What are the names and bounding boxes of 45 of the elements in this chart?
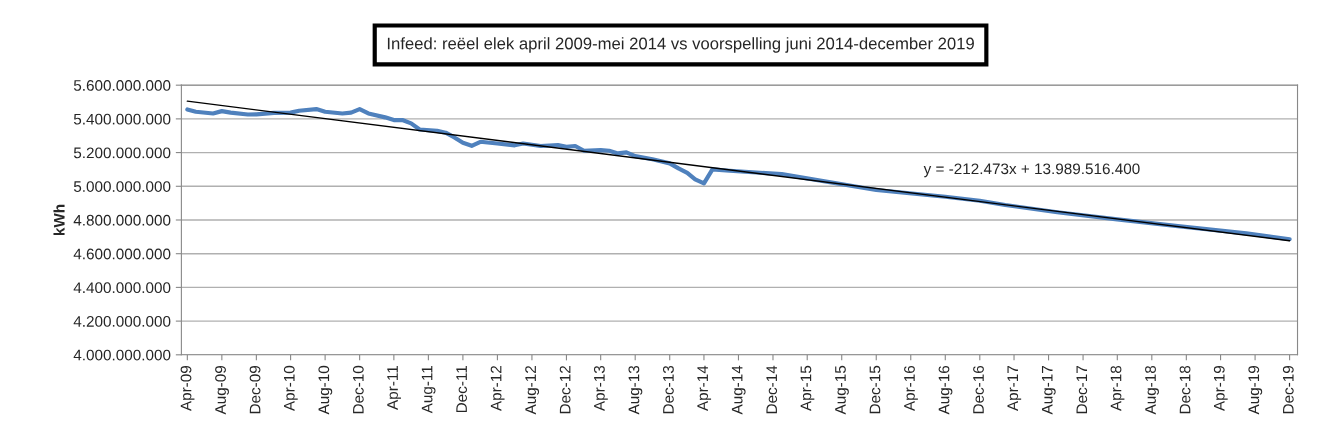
y-tick-label: 4.000.000.000 [73, 349, 171, 361]
y-tick-label: 4.400.000.000 [73, 282, 171, 294]
x-tick-label: Apr-17 [1007, 365, 1022, 412]
x-tick-label: Apr-18 [1110, 365, 1125, 412]
x-tick-label: Apr-10 [283, 365, 298, 412]
y-tick-label: 4.600.000.000 [73, 248, 171, 260]
x-tick-label: Aug-11 [421, 365, 436, 414]
y-tick-label: 5.000.000.000 [73, 181, 171, 192]
x-tick-label: Dec-19 [1282, 365, 1294, 414]
x-tick-label: Dec-10 [352, 365, 364, 414]
x-tick-label: Aug-15 [835, 365, 849, 415]
x-tick-label: Aug-14 [731, 365, 746, 415]
y-axis-title: kWh [53, 204, 65, 236]
x-tick-label: Apr-14 [697, 365, 712, 412]
y-tick-label: 4.200.000.000 [73, 315, 171, 327]
x-tick-label: Dec-11 [456, 365, 467, 413]
x-tick-label: Apr-12 [490, 365, 505, 412]
x-tick-label: Apr-19 [1213, 365, 1228, 412]
x-tick-label: Aug-13 [628, 365, 643, 415]
x-tick-label: Aug-10 [318, 365, 333, 415]
x-tick-label: Dec-15 [869, 365, 881, 414]
x-tick-label: Dec-16 [973, 365, 984, 414]
x-tick-label: Aug-16 [938, 365, 953, 415]
annotation: y = -212.473x + 13.989.516.400 [923, 163, 1140, 178]
y-tick-label: 4.800.000.000 [73, 214, 171, 226]
x-tick-label: Apr-09 [180, 365, 195, 412]
x-tick-label: Aug-09 [215, 365, 229, 415]
x-tick-label: Aug-12 [525, 365, 540, 415]
x-tick-label: Apr-13 [593, 365, 608, 412]
y-tick-label: 5.200.000.000 [73, 147, 171, 159]
x-tick-label: Apr-15 [800, 365, 815, 412]
y-tick-label: 5.400.000.000 [73, 113, 171, 125]
x-tick-label: Aug-19 [1248, 365, 1263, 415]
x-tick-label: Apr-16 [904, 365, 918, 412]
x-tick-label: Dec-14 [766, 365, 778, 414]
x-tick-label: Dec-12 [559, 365, 571, 414]
x-tick-label: Dec-17 [1076, 365, 1088, 414]
x-tick-label: Dec-18 [1179, 365, 1191, 414]
x-tick-label: Dec-09 [249, 365, 261, 414]
x-tick-label: Dec-13 [663, 365, 674, 414]
x-tick-label: Aug-18 [1145, 365, 1159, 415]
y-tick-label: 5.600.000.000 [73, 80, 171, 91]
x-tick-label: Aug-17 [1041, 365, 1056, 415]
chart-title: Infeed: reëel elek april 2009-mei 2014 vs voorspelling juni 2014-december 2019 [387, 37, 974, 53]
x-tick-label: Apr-11 [387, 365, 401, 410]
